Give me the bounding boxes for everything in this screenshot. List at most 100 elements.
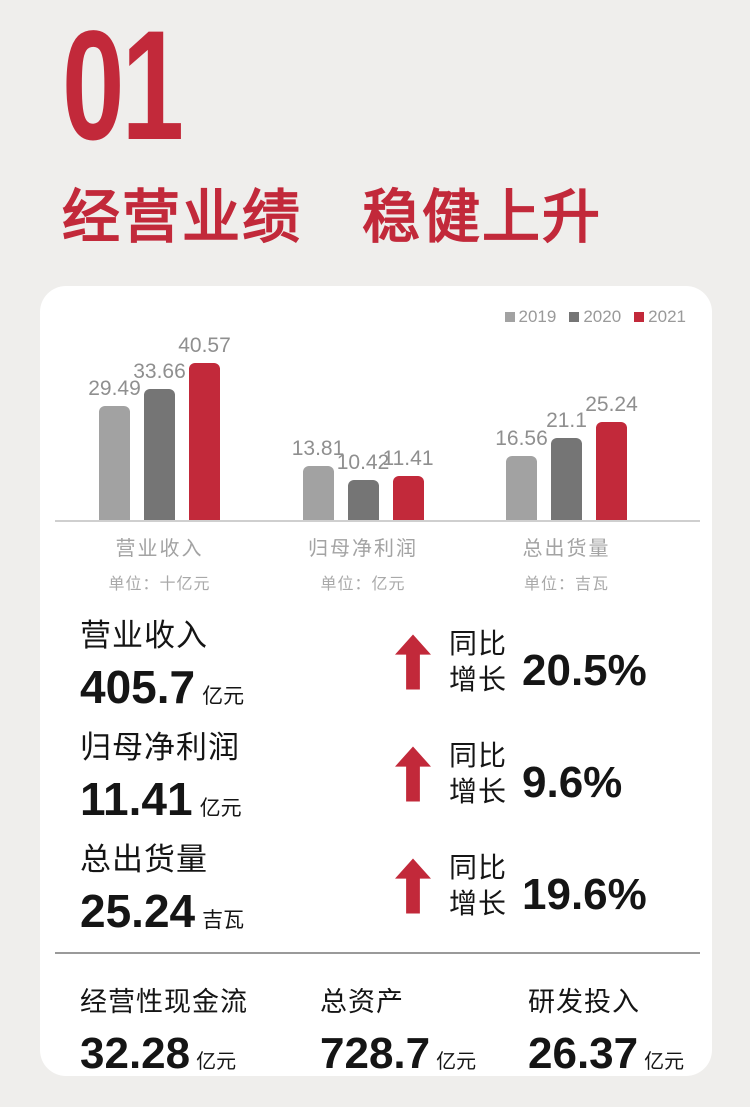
metric-label: 营业收入 bbox=[80, 618, 208, 653]
bar-group-net-profit: 13.81 10.42 11.41 bbox=[292, 437, 434, 520]
category-net-profit: 归母净利润 单位：亿元 bbox=[303, 532, 424, 594]
stat-label: 总资产 bbox=[320, 987, 404, 1017]
metric-unit: 亿元 bbox=[199, 797, 242, 820]
metric-label: 总出货量 bbox=[80, 842, 208, 877]
stat-unit: 亿元 bbox=[644, 1051, 685, 1073]
metric-value: 405.7 bbox=[80, 661, 196, 713]
bar-value-label: 13.81 bbox=[291, 437, 345, 460]
metric-valueline: 405.7 亿元 bbox=[80, 660, 395, 714]
metric-unit: 亿元 bbox=[202, 685, 245, 708]
bar-value-label: 16.56 bbox=[495, 427, 548, 450]
stat-unit: 亿元 bbox=[196, 1051, 237, 1073]
yoy-line2: 增长 bbox=[449, 776, 508, 807]
metric-left: 归母净利润 11.41 亿元 bbox=[80, 722, 395, 826]
bar-value-label: 29.49 bbox=[88, 377, 141, 400]
stat-total-assets: 总资产 728.7 亿元 bbox=[320, 980, 528, 1079]
bar-2020 bbox=[144, 389, 175, 520]
category-unit: 单位：吉瓦 bbox=[523, 576, 609, 593]
bar-col: 13.81 bbox=[292, 437, 344, 520]
legend-swatch-2021 bbox=[634, 312, 645, 322]
up-arrow-icon bbox=[395, 746, 431, 802]
chart-category-labels: 营业收入 单位：十亿元 归母净利润 单位：亿元 总出货量 单位：吉瓦 bbox=[40, 522, 712, 594]
yoy-label: 同比 增长 bbox=[449, 850, 507, 923]
bar-2019 bbox=[302, 466, 334, 520]
metric-left: 总出货量 25.24 吉瓦 bbox=[80, 834, 395, 938]
yoy-label: 同比 增长 bbox=[449, 738, 507, 811]
metric-label: 归母净利润 bbox=[80, 730, 240, 765]
legend-item-2019: 2019 bbox=[504, 307, 557, 327]
stat-value: 728.7 bbox=[320, 1029, 431, 1078]
metric-value: 11.41 bbox=[80, 773, 193, 825]
bar-col: 29.49 bbox=[88, 377, 141, 520]
bar-col: 11.41 bbox=[383, 447, 434, 520]
category-label: 营业收入 bbox=[115, 538, 204, 560]
stat-operating-cashflow: 经营性现金流 32.28 亿元 bbox=[80, 980, 320, 1079]
category-label: 总出货量 bbox=[522, 538, 611, 560]
yoy-line1: 同比 bbox=[449, 851, 508, 883]
legend-item-2021: 2021 bbox=[634, 307, 686, 327]
yoy-value: 9.6% bbox=[522, 758, 623, 807]
stat-value: 26.37 bbox=[528, 1029, 639, 1078]
yoy-line1: 同比 bbox=[449, 627, 508, 659]
bar-2019 bbox=[99, 406, 130, 520]
stat-unit: 亿元 bbox=[436, 1051, 477, 1073]
yoy-value: 20.5% bbox=[522, 646, 647, 695]
yoy-line2: 增长 bbox=[449, 888, 508, 919]
legend-label-2019: 2019 bbox=[518, 307, 557, 326]
bar-2021 bbox=[189, 363, 220, 520]
legend-swatch-2020 bbox=[569, 312, 580, 322]
category-label: 归母净利润 bbox=[308, 538, 418, 560]
legend-label-2021: 2021 bbox=[648, 307, 686, 326]
bar-group-revenue: 29.49 33.66 40.57 bbox=[88, 334, 231, 520]
stat-rd-investment: 研发投入 26.37 亿元 bbox=[528, 980, 684, 1079]
bar-value-label: 33.66 bbox=[133, 360, 186, 383]
yoy-value: 19.6% bbox=[522, 870, 647, 919]
stat-valueline: 26.37 亿元 bbox=[528, 1029, 684, 1079]
category-revenue: 营业收入 单位：十亿元 bbox=[99, 532, 220, 594]
stat-label: 研发投入 bbox=[528, 987, 640, 1017]
metric-valueline: 25.24 吉瓦 bbox=[80, 884, 395, 938]
category-shipments: 总出货量 单位：吉瓦 bbox=[506, 532, 627, 594]
bar-value-label: 25.24 bbox=[585, 393, 638, 416]
stat-valueline: 728.7 亿元 bbox=[320, 1029, 528, 1079]
yoy-line2: 增长 bbox=[449, 664, 508, 695]
page-title: 经营业绩 稳健上升 bbox=[62, 185, 603, 250]
page-header: 01 经营业绩 稳健上升 bbox=[0, 0, 750, 254]
bar-col: 40.57 bbox=[178, 334, 231, 520]
yoy-label: 同比 增长 bbox=[449, 626, 507, 699]
bar-chart: 29.49 33.66 40.57 13.81 10.42 11.41 bbox=[40, 326, 712, 520]
up-arrow-icon bbox=[395, 858, 431, 914]
metric-valueline: 11.41 亿元 bbox=[80, 772, 395, 826]
metric-row-net-profit: 归母净利润 11.41 亿元 同比 增长 9.6% bbox=[80, 728, 712, 825]
bar-group-shipments: 16.56 21.1 25.24 bbox=[495, 393, 638, 520]
metric-row-shipments: 总出货量 25.24 吉瓦 同比 增长 19.6% bbox=[80, 840, 712, 937]
stat-label: 经营性现金流 bbox=[80, 987, 248, 1017]
chart-legend: 2019 2020 2021 bbox=[40, 286, 712, 326]
chart-baseline bbox=[55, 520, 700, 522]
legend-swatch-2019 bbox=[504, 312, 515, 322]
bar-2021 bbox=[392, 476, 424, 520]
metrics-section: 营业收入 405.7 亿元 同比 增长 20.5% 归母净利润 11.41 亿元 bbox=[40, 594, 712, 937]
bar-2020 bbox=[347, 480, 379, 520]
metric-left: 营业收入 405.7 亿元 bbox=[80, 610, 395, 714]
footer-stats: 经营性现金流 32.28 亿元 总资产 728.7 亿元 研发投入 26.37 亿元 bbox=[40, 954, 712, 1079]
yoy-line1: 同比 bbox=[449, 739, 508, 771]
bar-2019 bbox=[506, 456, 537, 520]
bar-col: 33.66 bbox=[133, 360, 186, 520]
bar-2020 bbox=[551, 438, 582, 520]
legend-item-2020: 2020 bbox=[569, 307, 621, 327]
category-unit: 单位：亿元 bbox=[320, 576, 406, 593]
bar-value-label: 21.1 bbox=[546, 409, 587, 432]
bar-col: 16.56 bbox=[495, 427, 548, 520]
bar-value-label: 40.57 bbox=[178, 334, 231, 357]
bar-value-label: 11.41 bbox=[382, 447, 434, 470]
legend-label-2020: 2020 bbox=[583, 307, 622, 326]
bar-value-label: 10.42 bbox=[336, 451, 390, 474]
footer-divider bbox=[55, 952, 700, 954]
bar-col: 25.24 bbox=[585, 393, 638, 520]
category-unit: 单位：十亿元 bbox=[108, 576, 211, 593]
metric-row-revenue: 营业收入 405.7 亿元 同比 增长 20.5% bbox=[80, 616, 712, 713]
section-number: 01 bbox=[62, 0, 184, 173]
bar-col: 10.42 bbox=[337, 451, 389, 520]
metric-value: 25.24 bbox=[80, 885, 196, 937]
